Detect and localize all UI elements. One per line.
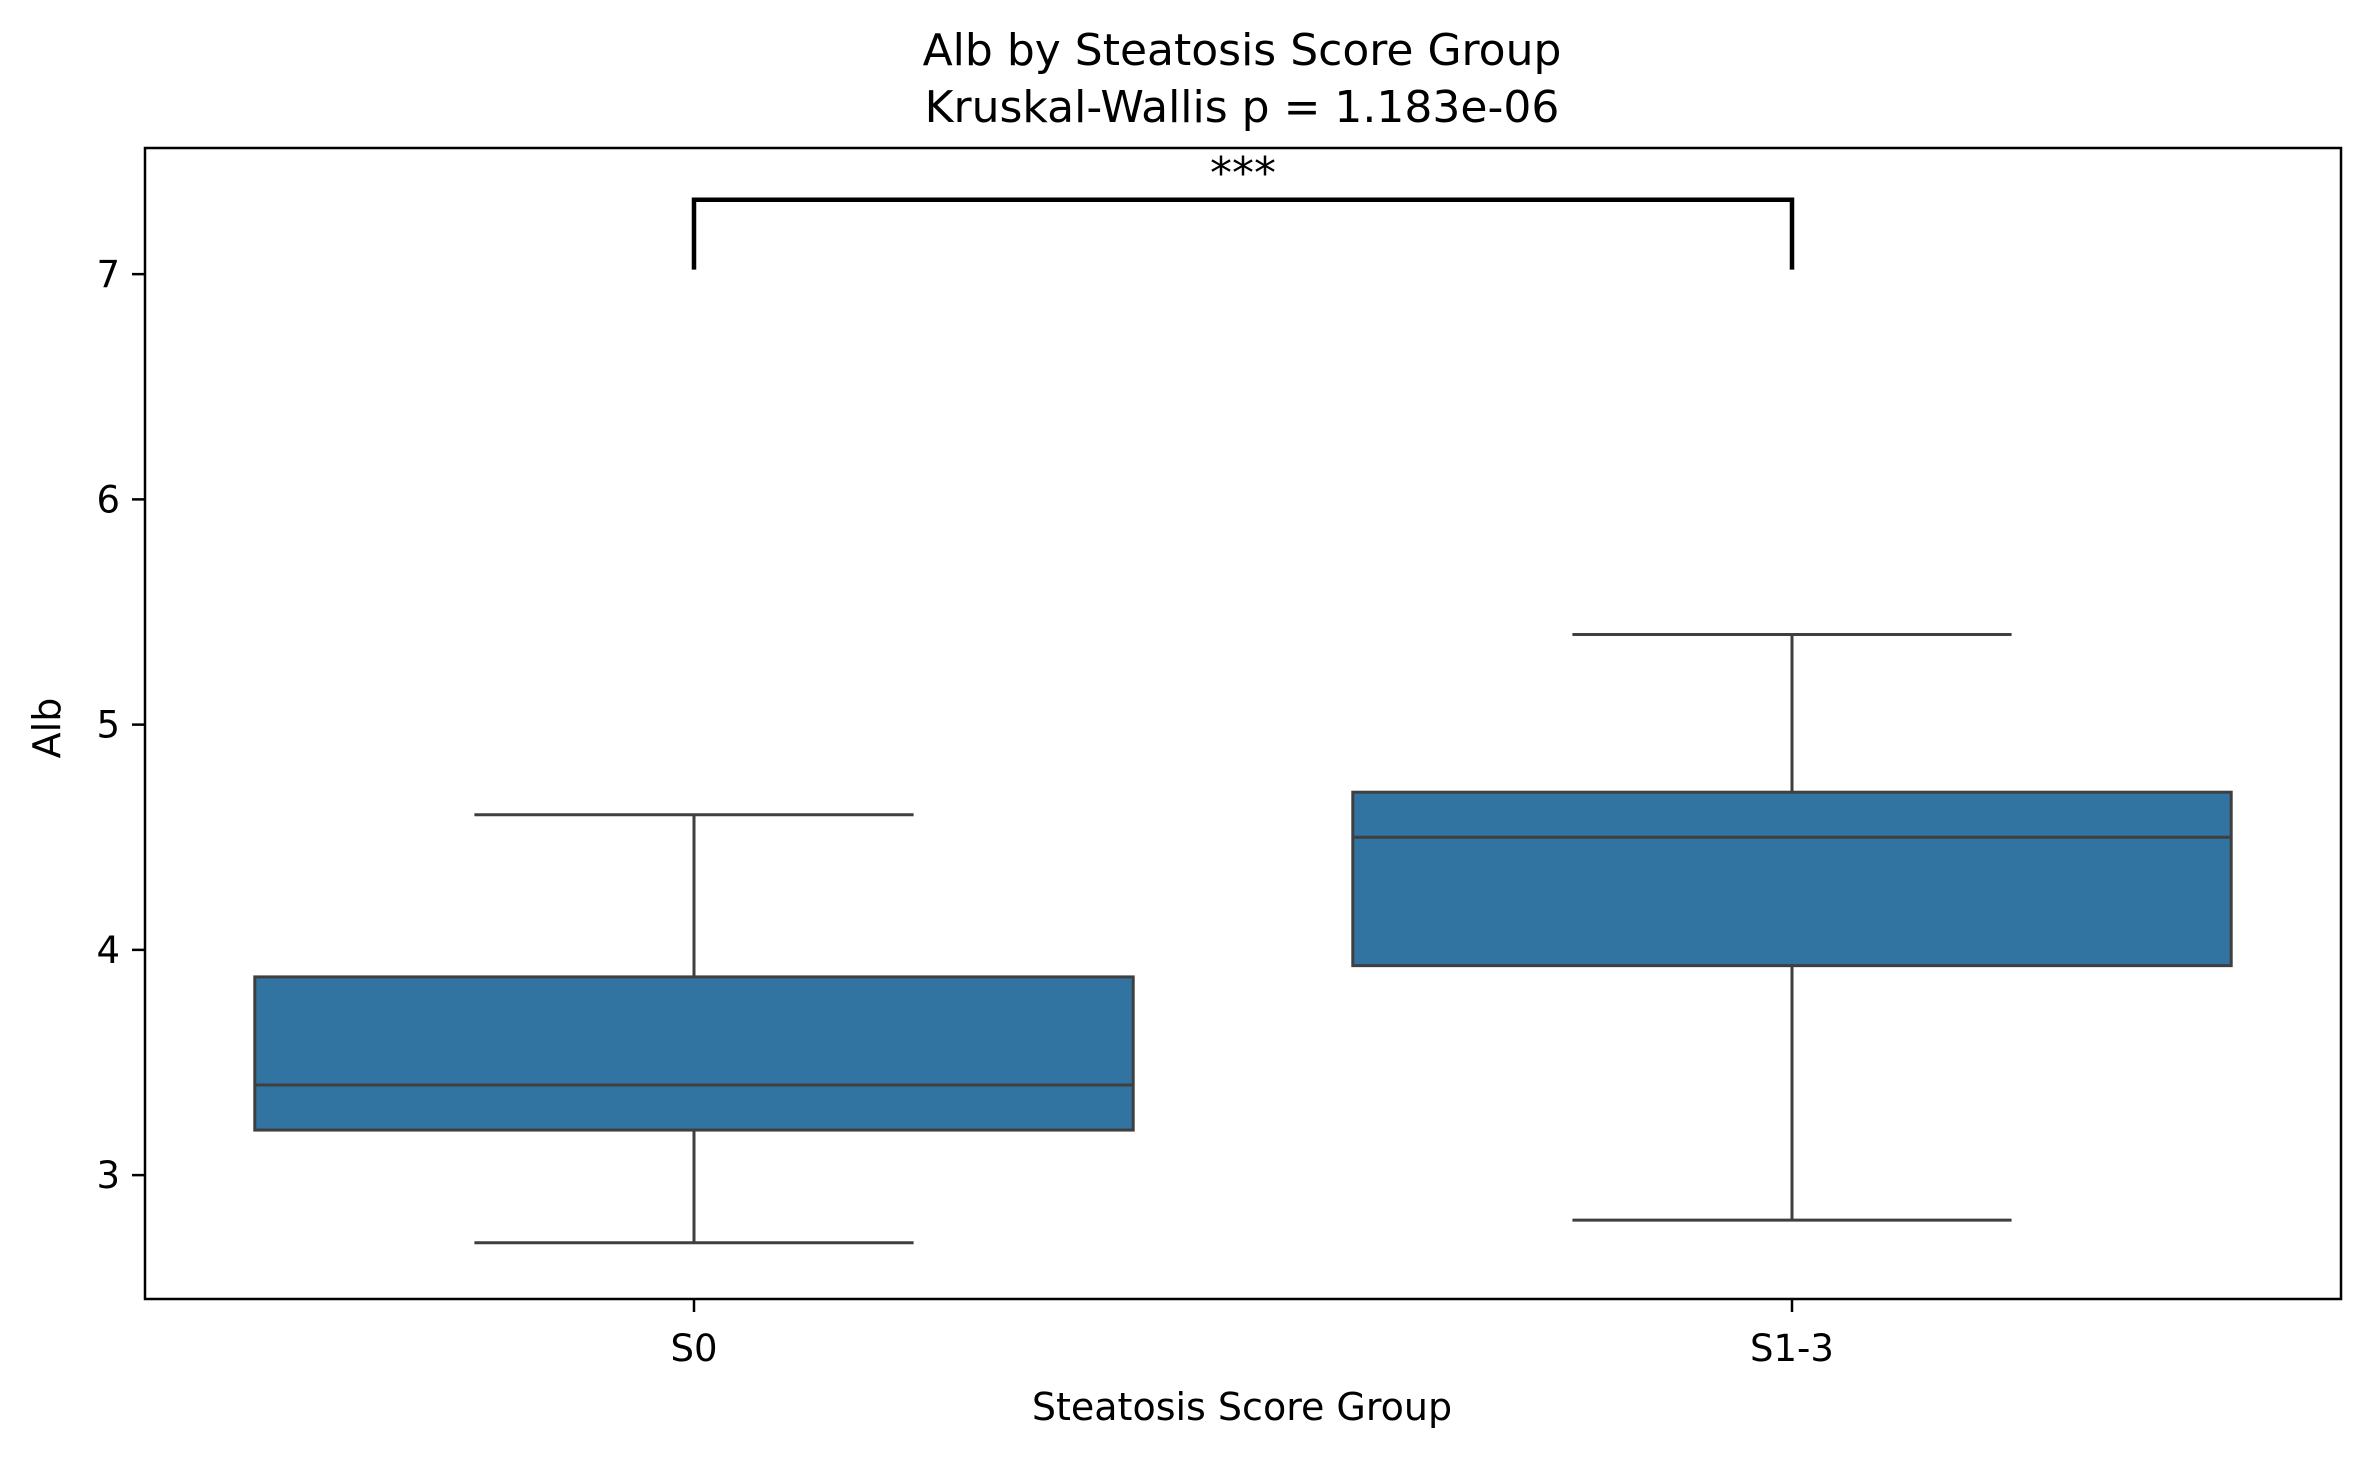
y-tick-label: 3	[96, 1154, 120, 1197]
interquartile-box	[253, 975, 1135, 1132]
significance-label: ***	[1210, 148, 1276, 199]
box-group-s0	[253, 813, 1135, 1245]
x-tick-label: S0	[670, 1327, 717, 1370]
chart-title: Alb by Steatosis Score Group	[923, 25, 1562, 76]
y-tick-label: 6	[96, 478, 120, 521]
x-tick-label: S1-3	[1750, 1327, 1834, 1370]
y-tick-label: 5	[96, 704, 120, 747]
chart-subtitle: Kruskal-Wallis p = 1.183e-06	[925, 82, 1560, 133]
x-axis-label: Steatosis Score Group	[1032, 1385, 1452, 1429]
plot-area: 3 4 5 6 7 S0 S1-3 ***	[96, 146, 2343, 1370]
significance-bracket	[691, 197, 1795, 270]
box-group-s1-3	[1351, 633, 2233, 1222]
y-tick-label: 4	[96, 929, 120, 972]
y-axis-label: Alb	[25, 698, 69, 759]
y-tick-label: 7	[96, 253, 120, 296]
interquartile-box	[1351, 790, 2233, 968]
